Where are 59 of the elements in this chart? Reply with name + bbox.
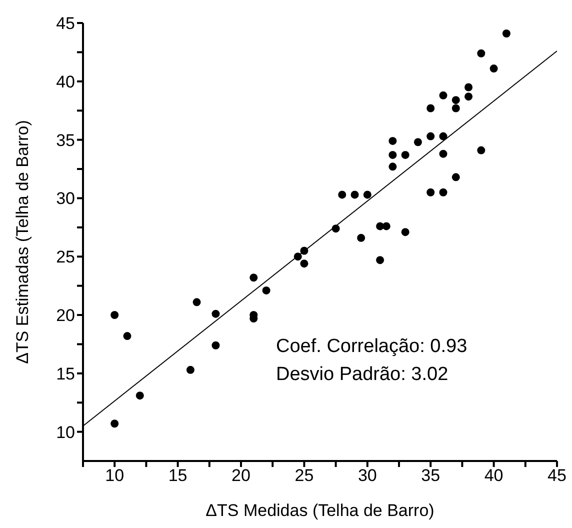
point xyxy=(439,150,448,158)
point xyxy=(363,190,372,199)
point xyxy=(357,234,366,242)
point xyxy=(401,228,410,236)
x-tick-label: 20 xyxy=(232,466,250,486)
point xyxy=(136,392,144,400)
point xyxy=(464,92,473,101)
x-axis-title: ΔTS Medidas (Telha de Barro) xyxy=(206,501,434,520)
point xyxy=(452,96,460,104)
point xyxy=(464,83,473,92)
point xyxy=(212,310,220,318)
point xyxy=(477,49,486,58)
point xyxy=(490,64,498,73)
y-tick-label: 45 xyxy=(56,14,75,34)
point xyxy=(452,173,460,182)
x-tick-label: 25 xyxy=(294,466,314,486)
point xyxy=(414,138,422,146)
point xyxy=(388,150,397,159)
y-tick-label: 15 xyxy=(56,364,75,384)
point xyxy=(376,256,384,264)
point xyxy=(192,298,201,306)
x-tick-label: 40 xyxy=(484,466,504,486)
y-tick-label: 20 xyxy=(56,306,75,326)
point xyxy=(110,311,119,319)
point xyxy=(388,162,397,171)
point xyxy=(426,104,435,112)
point xyxy=(452,104,460,112)
x-tick-label: 30 xyxy=(358,466,377,486)
annotation: Desvio Padrão: 3.02 xyxy=(276,363,450,387)
annotation: Coef. Correlação: 0.93 xyxy=(276,335,468,359)
point xyxy=(300,260,308,268)
x-tick-label: 15 xyxy=(168,466,188,486)
y-axis-title: ΔTS Estimadas (Telha de Barro) xyxy=(13,120,32,364)
point xyxy=(110,420,119,428)
point xyxy=(477,146,486,154)
point xyxy=(439,188,448,196)
x-tick-label: 10 xyxy=(105,466,124,486)
point xyxy=(388,136,397,145)
x-tick-label: 35 xyxy=(421,466,440,486)
point xyxy=(426,188,435,196)
point xyxy=(426,132,435,140)
point xyxy=(439,91,448,100)
y-tick-label: 10 xyxy=(56,422,75,442)
y-tick-label: 40 xyxy=(56,72,75,92)
point xyxy=(123,332,132,340)
point xyxy=(338,190,346,199)
point xyxy=(382,222,390,230)
point xyxy=(186,366,194,374)
y-tick-label: 25 xyxy=(56,248,75,267)
y-tick-label: 30 xyxy=(56,189,75,208)
x-tick-label: 45 xyxy=(548,466,566,486)
y-tick-label: 35 xyxy=(56,130,75,150)
point xyxy=(262,286,270,294)
point xyxy=(250,274,258,282)
point xyxy=(350,190,359,199)
point xyxy=(212,341,220,350)
point xyxy=(401,150,410,159)
point xyxy=(502,30,510,38)
point xyxy=(439,132,448,140)
